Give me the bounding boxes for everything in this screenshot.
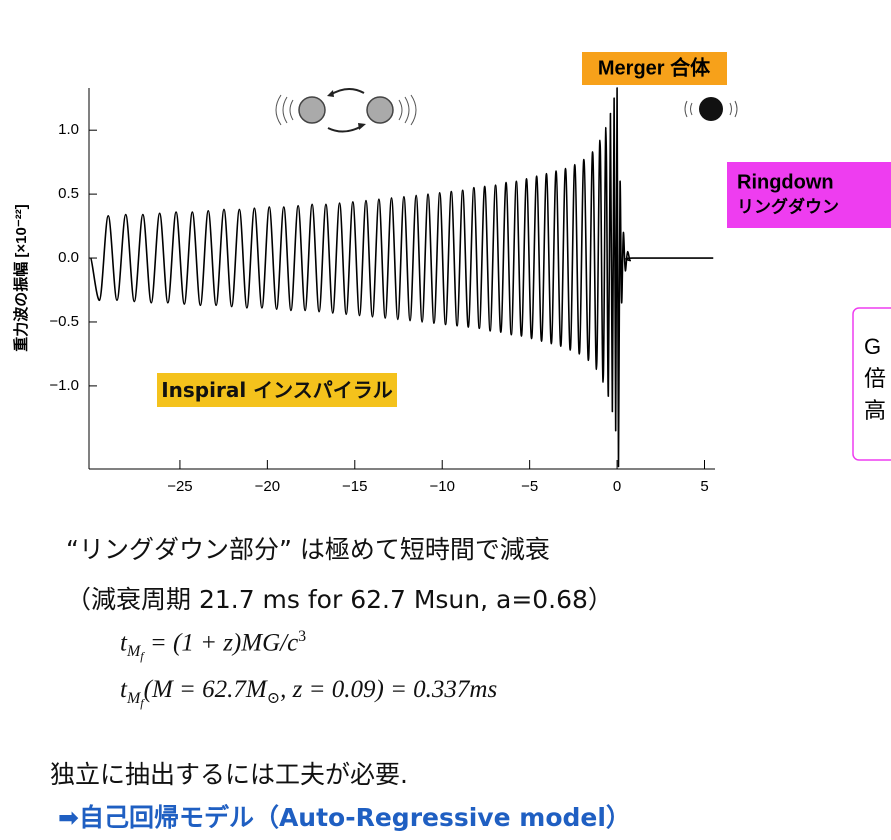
side-note-text: G [864,334,881,359]
formula-part: M [127,690,140,707]
formula-part: = (1 + z)MG/c [144,629,299,656]
x-tick-label: −15 [342,478,367,495]
binary-icon [276,89,737,132]
y-tick-label: 0.0 [58,249,79,266]
y-tick-label: 1.0 [58,121,79,138]
waveform [91,88,714,466]
y-tick-label: −0.5 [49,313,79,330]
formula-part: M [127,643,140,660]
inspiral-label: Inspiral インスパイラル [157,373,397,407]
x-tick-label: −10 [429,478,454,495]
ringdown-label-jp: リングダウン [737,196,839,216]
text-line: 独立に抽出するには工夫が必要. [50,755,408,791]
formula-part: t [120,629,127,656]
y-axis-label: 重力波の振幅 [×10⁻²²] [12,204,30,352]
formula: tMf = (1 + z)MG/c3 [120,628,306,665]
x-tick-label: −5 [521,478,538,495]
text-line: （減衰周期 21.7 ms for 62.7 Msun, a=0.68） [66,580,613,616]
x-tick-label: 0 [613,478,621,495]
y-tick-label: 0.5 [58,185,79,202]
formula-part: 3 [298,628,306,645]
merger-label: Merger 合体 [598,55,711,79]
text-line: ➡自己回帰モデル（Auto-Regressive model） [58,798,631,834]
slide: Merger 合体 Ringdown リングダウン G 倍 高 重力波の振幅 [… [0,0,891,840]
text-line: “リングダウン部分” は極めて短時間で減衰 [66,530,550,566]
side-note-text: 高 [864,398,886,423]
x-tick-label: 5 [700,478,708,495]
formula-part: t [120,676,127,703]
formula: tMf(M = 62.7M⊙, z = 0.09) = 0.337ms [120,676,497,711]
x-tick-label: −20 [255,478,280,495]
formula-part: ⊙ [267,690,280,707]
ringdown-label: Ringdown [737,171,834,193]
formula-part: , z = 0.09) = 0.337ms [280,676,497,703]
side-note-text: 倍 [864,366,886,391]
formula-part: (M = 62.7M [144,676,267,703]
x-tick-label: −25 [167,478,192,495]
chart: Merger 合体 Ringdown リングダウン G 倍 高 重力波の振幅 [… [0,0,891,500]
y-tick-label: −1.0 [49,377,79,394]
